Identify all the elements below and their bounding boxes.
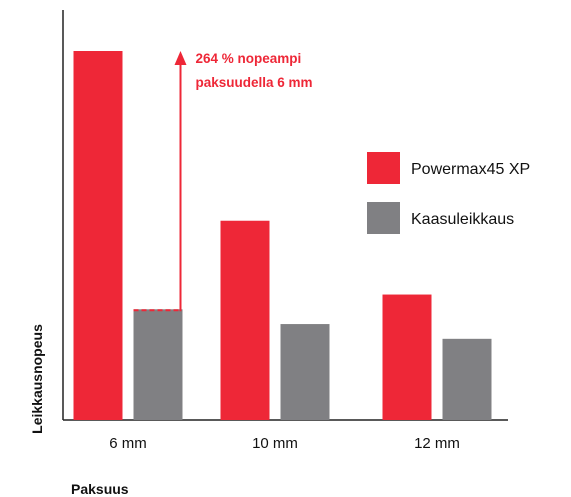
arrow-head-icon <box>174 51 187 65</box>
annotation-line-1: 264 % nopeampi <box>196 51 302 66</box>
legend-swatch <box>367 202 400 234</box>
bar-gray-10mm <box>280 324 330 420</box>
bar-red-6mm <box>73 51 123 420</box>
legend: Powermax45 XP Kaasuleikkaus <box>367 152 530 234</box>
bar-gray-6mm <box>133 309 183 420</box>
x-tick-label: 10 mm <box>252 435 298 452</box>
legend-label: Kaasuleikkaus <box>411 211 514 228</box>
x-tick-label: 6 mm <box>109 435 147 452</box>
x-tick-labels: 6 mm 10 mm 12 mm <box>109 435 460 452</box>
bar-gray-12mm <box>442 338 492 420</box>
x-axis-title: Paksuus <box>71 481 129 497</box>
legend-label: Powermax45 XP <box>411 161 530 178</box>
annotation: 264 % nopeampi paksuudella 6 mm <box>133 51 313 312</box>
x-tick-label: 12 mm <box>414 435 460 452</box>
y-axis-title: Leikkausnopeus <box>29 324 45 434</box>
bars <box>73 51 492 420</box>
legend-swatch <box>367 152 400 184</box>
annotation-line-2: paksuudella 6 mm <box>196 75 313 90</box>
bar-red-10mm <box>220 220 270 420</box>
bar-red-12mm <box>382 294 432 420</box>
